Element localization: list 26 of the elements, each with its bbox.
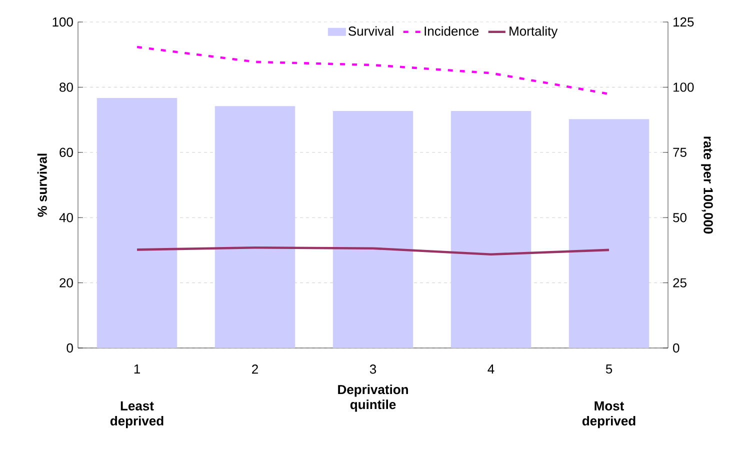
y2-tick-label: 125	[674, 17, 694, 27]
legend-label: Incidence	[424, 26, 479, 36]
x-tick-label: 4	[488, 364, 494, 374]
text: Most deprived	[582, 401, 636, 428]
legend-label: Survival	[348, 26, 394, 36]
y2-tick-label: 0	[673, 343, 680, 353]
x-tick-label: 3	[370, 364, 376, 374]
y-axis-title: % survival	[37, 154, 47, 217]
line-series	[136, 246, 610, 256]
y-tick-label: 60	[60, 148, 73, 157]
y2-tick-label: 50	[673, 212, 686, 222]
x-tick-label: 5	[606, 364, 612, 374]
y2-tick-label: 75	[673, 148, 686, 157]
y2-tick-label: 100	[674, 82, 694, 92]
y-tick-label: 0	[66, 343, 73, 353]
y-tick-label: 20	[60, 278, 73, 288]
y2-tick-label: 25	[673, 278, 686, 288]
x-tick-label: 2	[252, 364, 258, 374]
x-tick-label: 1	[134, 364, 140, 374]
text: Least deprived	[110, 401, 164, 428]
x-axis-title: Deprivation quintile	[338, 384, 408, 412]
legend-label: Mortality	[510, 26, 558, 38]
y-tick-label: 100	[52, 17, 73, 27]
y2-axis-title: rate per 100,000	[701, 136, 713, 234]
y-tick-label: 80	[60, 82, 73, 92]
y-tick-label: 40	[59, 212, 73, 222]
